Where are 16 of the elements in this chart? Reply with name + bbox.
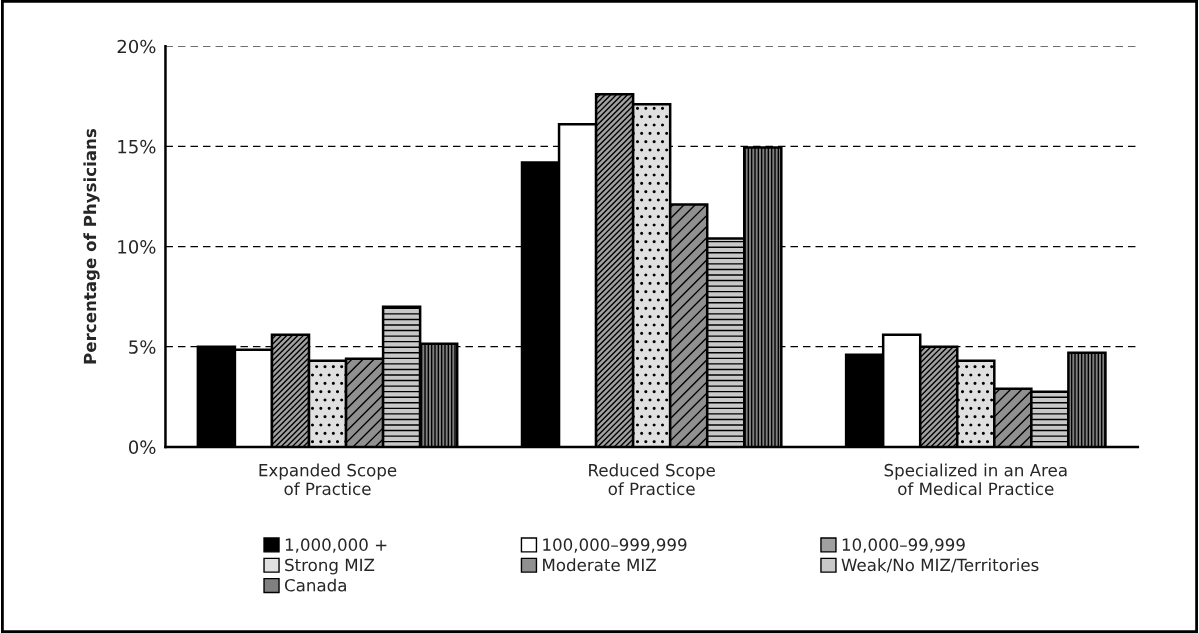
- x-tick-label: Expanded Scope of Practice: [259, 463, 397, 496]
- y-tick-label: 15%: [118, 139, 156, 154]
- x-tick-label: Reduced Scope of Practice: [589, 463, 715, 496]
- legend-label: Canada: [284, 578, 346, 592]
- legend-label: Weak/No MIZ/Territories: [841, 558, 1039, 573]
- legend-label: Strong MIZ: [285, 558, 375, 575]
- x-tick-label: Specialized in an Area of Medical Practice: [884, 463, 1067, 496]
- y-tick-label: 5%: [129, 340, 156, 354]
- y-tick-label: 10%: [118, 240, 156, 254]
- y-tick-label: 0%: [128, 440, 156, 455]
- legend-label: 10,000–99,999: [842, 538, 965, 553]
- y-tick-label: 20%: [117, 39, 156, 54]
- legend-label: Moderate MIZ: [543, 558, 656, 572]
- y-axis-title: Percentage of Physicians: [83, 128, 100, 364]
- legend-label: 100,000–999,999: [543, 538, 687, 553]
- legend-label: 1,000,000 +: [285, 538, 387, 553]
